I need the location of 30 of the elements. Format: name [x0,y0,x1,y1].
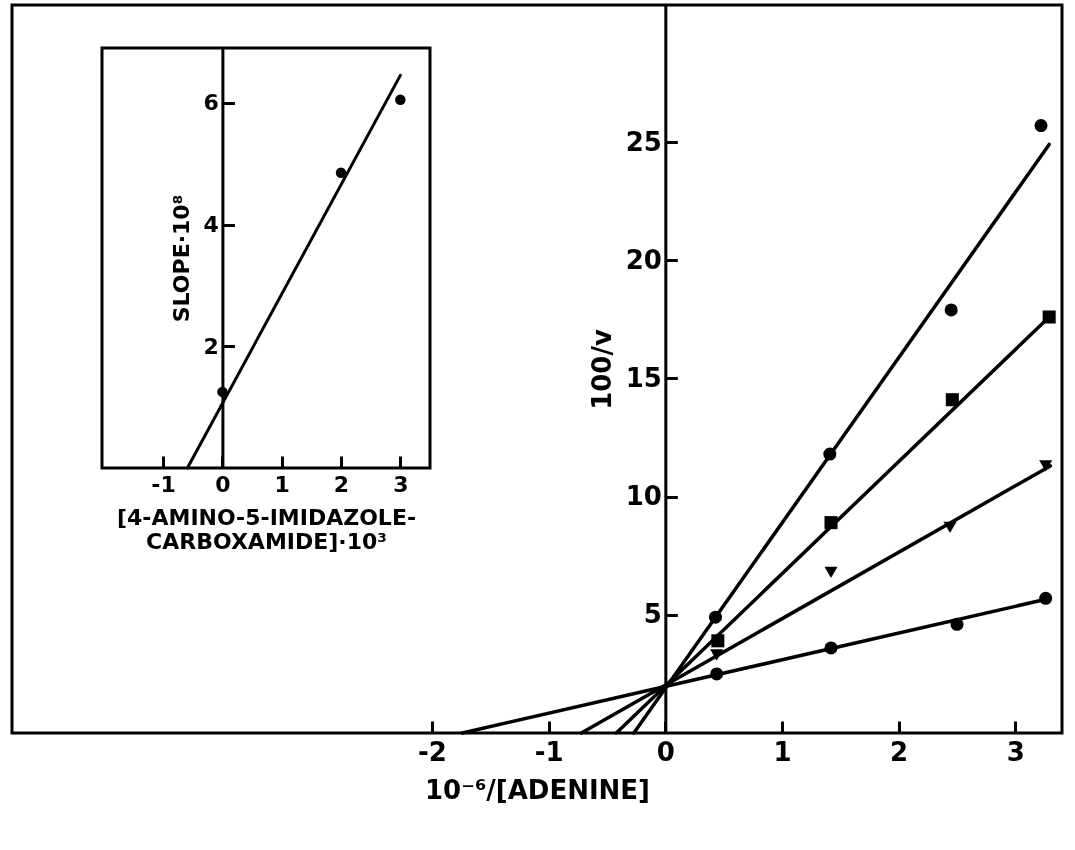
x-tick-label: 0 [656,736,675,767]
x-tick-label: -1 [151,471,176,497]
y-tick-label: 4 [203,212,219,238]
y-tick-label: 5 [643,599,662,630]
y-tick-label: 10 [625,481,662,512]
x-tick-label: 3 [1006,736,1025,767]
point [395,94,406,105]
x-tick-label: 0 [215,471,231,497]
y-tick-label: 25 [625,126,662,157]
point [217,386,228,398]
x-tick-label: 2 [890,736,909,767]
x-axis-title: [4-AMINO-5-IMIDAZOLE-CARBOXAMIDE]·10³ [116,504,417,554]
y-axis-title: SLOPE·10⁸ [168,194,194,323]
point [1034,119,1048,133]
x-tick-label: 1 [274,471,290,497]
x-axis-title: 10⁻⁶/[ADENINE] [425,774,650,805]
y-tick-label: 6 [203,90,219,116]
x-tick-label: 3 [393,471,409,497]
y-tick-label: 15 [625,362,662,393]
x-tick-label: 2 [333,471,350,497]
point [944,303,958,317]
x-tick-label: -1 [534,736,564,767]
y-tick-label: 2 [203,333,219,359]
x-tick-label: -2 [418,736,447,767]
point [824,566,838,578]
y-tick-label: 20 [625,244,662,275]
x-tick-label: 1 [773,736,792,767]
y-axis-title: 100/v [586,329,617,410]
point [335,167,347,179]
point [945,393,959,407]
